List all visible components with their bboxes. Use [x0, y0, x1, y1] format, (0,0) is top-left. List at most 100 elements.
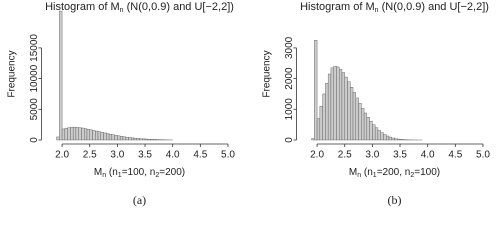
- bar: [358, 102, 362, 141]
- x-tick-label: 4.0: [166, 150, 180, 161]
- chart-title-part: (N(0,0.9) and U[−2,2]): [379, 1, 489, 13]
- x-axis-label-part: =100, n: [122, 167, 156, 178]
- chart-title: Histogram of Mn (N(0,0.9) and U[−2,2]): [45, 1, 234, 14]
- bar: [119, 136, 124, 141]
- bar: [117, 135, 121, 141]
- x-tick-label: 2.5: [338, 150, 352, 161]
- caption: (a): [133, 193, 146, 207]
- x-tick-label: 4.5: [448, 150, 462, 161]
- bar: [386, 135, 390, 141]
- y-tick-label: 3000: [284, 36, 295, 59]
- bar: [352, 92, 356, 141]
- bar: [347, 81, 351, 141]
- bar: [59, 10, 63, 141]
- bar: [322, 93, 326, 141]
- bar: [397, 138, 401, 141]
- y-tick-label: 5000: [29, 98, 40, 121]
- y-tick-label: 10000: [29, 64, 40, 92]
- bar: [372, 124, 376, 141]
- x-tick-label: 2.0: [310, 150, 324, 161]
- bar: [136, 138, 140, 141]
- bar: [377, 130, 381, 141]
- bar: [81, 127, 85, 141]
- panel: 2.0 2.5 3.0 3.5 4.0 4.5 5.0 0 5000 10000 15000 Freq…: [7, 1, 236, 207]
- bar: [388, 136, 392, 141]
- bar: [133, 137, 137, 141]
- bar: [391, 137, 395, 141]
- bar: [319, 106, 323, 141]
- bar: [64, 128, 68, 141]
- bar: [108, 133, 113, 141]
- bar: [72, 126, 77, 141]
- x-axis-label-part: (n: [106, 167, 118, 178]
- x-tick-label: 3.0: [110, 150, 124, 161]
- bar: [61, 128, 66, 141]
- bar: [150, 139, 154, 141]
- y-tick-label: 15000: [29, 34, 40, 62]
- y-axis-label: Frequency: [7, 50, 18, 97]
- bar: [95, 130, 99, 141]
- bar: [311, 138, 315, 141]
- bar: [327, 73, 332, 141]
- y-axis-label: Frequency: [262, 50, 273, 97]
- bar: [380, 132, 384, 141]
- bar: [84, 128, 88, 141]
- bar: [103, 132, 107, 141]
- bar: [366, 117, 370, 141]
- chart-title-part: Histogram of M: [45, 1, 120, 13]
- x-axis-label-part: n: [102, 172, 106, 179]
- bar: [144, 138, 148, 141]
- bar: [339, 69, 343, 141]
- chart-title-part: Histogram of M: [300, 1, 375, 13]
- bar: [355, 97, 359, 141]
- bar: [106, 133, 110, 141]
- x-axis-label-part: 2: [155, 172, 159, 179]
- bar: [89, 129, 93, 141]
- bar: [314, 40, 318, 141]
- figure: 2.0 2.5 3.0 3.5 4.0 4.5 5.0050001000015000Freq…: [7, 1, 491, 207]
- chart-title: Histogram of Mn (N(0,0.9) and U[−2,2]): [300, 1, 489, 14]
- bar: [78, 127, 82, 141]
- x-axis-label-part: 2: [410, 172, 414, 179]
- bar: [142, 138, 146, 141]
- y-tick-label: 0: [284, 137, 295, 143]
- bar: [330, 67, 334, 141]
- bar: [325, 83, 329, 141]
- bar: [369, 121, 373, 141]
- bar: [70, 126, 74, 141]
- bar: [394, 138, 398, 141]
- bar: [336, 66, 340, 141]
- bar: [114, 135, 118, 141]
- bar: [111, 134, 115, 141]
- bar: [153, 139, 157, 141]
- bar: [56, 136, 60, 141]
- x-tick-label: 4.5: [193, 150, 207, 161]
- x-axis-label-part: n: [357, 172, 361, 179]
- chart-title-part: n: [120, 7, 124, 14]
- bar: [399, 139, 403, 141]
- bar: [374, 127, 379, 141]
- bar: [125, 136, 129, 141]
- x-axis-label-part: =200, n: [377, 167, 411, 178]
- x-axis-label-part: (n: [361, 167, 373, 178]
- bar: [131, 137, 135, 141]
- bar: [363, 112, 368, 141]
- bar: [139, 138, 143, 141]
- bar: [100, 132, 104, 141]
- y-tick-label: 2000: [284, 67, 295, 90]
- x-tick-label: 5.0: [476, 150, 490, 161]
- bar: [344, 76, 348, 141]
- x-axis-label: Mn (n1=200, n2=100): [349, 167, 440, 180]
- chart-title-part: n: [375, 7, 379, 14]
- x-tick-label: 5.0: [221, 150, 235, 161]
- bar: [341, 72, 345, 141]
- bar: [316, 118, 321, 141]
- y-tick-label: 0: [29, 137, 40, 143]
- bar: [75, 127, 79, 141]
- bar: [333, 66, 337, 141]
- bar: [361, 108, 365, 141]
- chart-title-part: (N(0,0.9) and U[−2,2]): [124, 1, 234, 13]
- caption: (b): [388, 193, 402, 207]
- bar: [128, 137, 132, 141]
- x-axis-label-part: 1: [373, 172, 377, 179]
